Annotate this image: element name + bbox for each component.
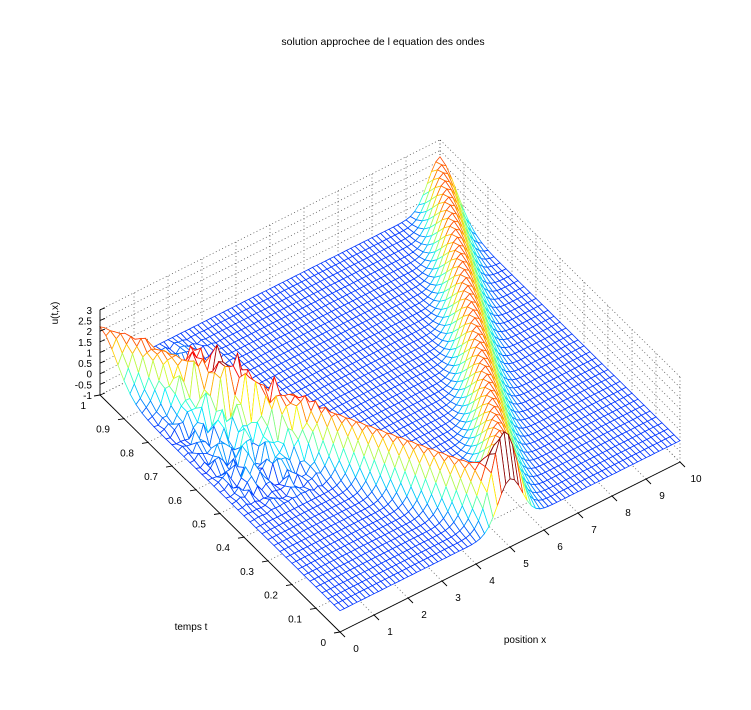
- y-tick-label: 0: [320, 638, 326, 649]
- x-tick: [373, 614, 380, 621]
- x-tick-label: 0: [353, 644, 359, 655]
- y-tick: [285, 584, 293, 587]
- z-tick: [99, 349, 106, 353]
- z-tick: [99, 328, 106, 332]
- grid-line: [99, 160, 441, 332]
- x-tick: [509, 546, 516, 553]
- z-tick: [99, 339, 106, 343]
- z-tick-label: 2: [86, 327, 92, 338]
- x-tick-label: 7: [591, 525, 597, 536]
- wave-surface: [99, 156, 681, 612]
- z-tick: [99, 318, 106, 321]
- x-tick: [441, 580, 448, 587]
- y-tick: [333, 631, 341, 634]
- y-tick-label: 0.7: [144, 472, 158, 483]
- z-tick-label: -0.5: [75, 380, 93, 391]
- y-tick: [93, 394, 101, 397]
- y-tick-label: 0.1: [288, 614, 302, 625]
- x-tick-label: 10: [690, 474, 702, 485]
- x-tick-label: 8: [625, 508, 631, 519]
- x-tick-label: 3: [455, 593, 461, 604]
- x-tick-label: 4: [489, 576, 495, 587]
- x-tick: [611, 495, 618, 502]
- surface-cell: [333, 602, 345, 612]
- y-tick-label: 0.4: [216, 543, 230, 554]
- z-tick: [99, 392, 106, 396]
- x-tick: [339, 631, 346, 638]
- y-tick: [213, 513, 221, 515]
- y-tick: [117, 418, 125, 421]
- z-tick-label: 2.5: [78, 316, 92, 327]
- grid-line: [439, 139, 681, 378]
- y-tick-label: 0.3: [240, 567, 254, 578]
- grid-line: [99, 192, 441, 364]
- z-axis-label: u(t,x): [50, 302, 61, 325]
- y-tick: [189, 489, 197, 492]
- x-tick: [645, 478, 652, 485]
- x-tick: [407, 597, 414, 604]
- grid-line: [99, 139, 441, 311]
- y-tick: [141, 441, 149, 444]
- y-tick: [165, 465, 173, 468]
- y-tick-label: 0.5: [192, 520, 206, 531]
- y-tick: [237, 536, 245, 539]
- y-tick-label: 0.9: [96, 425, 110, 436]
- z-tick-label: 0.5: [78, 359, 92, 370]
- z-tick-label: 3: [86, 306, 92, 317]
- x-tick-label: 2: [421, 610, 427, 621]
- y-tick-label: 0.8: [120, 448, 134, 459]
- x-tick: [475, 563, 482, 570]
- grid-line: [99, 171, 441, 343]
- y-tick: [309, 607, 317, 610]
- grid-line: [439, 171, 681, 409]
- z-tick: [99, 307, 106, 311]
- y-tick-label: 0.6: [168, 496, 182, 507]
- grid-line: [99, 182, 441, 353]
- x-tick-label: 1: [387, 627, 393, 638]
- z-tick-label: 1: [86, 348, 92, 359]
- y-tick-label: 0.2: [264, 591, 278, 602]
- x-axis-label: position x: [504, 635, 546, 646]
- x-tick: [543, 529, 550, 536]
- grid-line: [439, 182, 681, 420]
- x-tick: [577, 512, 584, 519]
- y-tick: [261, 560, 269, 563]
- z-tick-label: -1: [83, 391, 92, 402]
- x-tick: [679, 461, 686, 468]
- y-tick-label: 1: [80, 401, 86, 412]
- z-tick-label: 0: [86, 370, 92, 381]
- x-tick-label: 9: [659, 491, 665, 502]
- x-tick-label: 6: [557, 542, 563, 553]
- grid-line: [439, 150, 681, 388]
- z-tick: [99, 360, 106, 364]
- grid-line: [439, 192, 681, 431]
- z-tick: [99, 381, 106, 385]
- grid-line: [439, 160, 681, 399]
- z-tick-label: 1.5: [78, 338, 92, 349]
- chart-title: solution approchee de l equation des ond…: [281, 36, 484, 48]
- x-tick-label: 5: [523, 559, 529, 570]
- y-axis-label: temps t: [175, 622, 208, 633]
- z-tick: [99, 371, 106, 375]
- grid-line: [99, 150, 441, 321]
- axis-ticks: 01234567891000.10.20.30.40.50.60.70.80.9…: [75, 306, 702, 655]
